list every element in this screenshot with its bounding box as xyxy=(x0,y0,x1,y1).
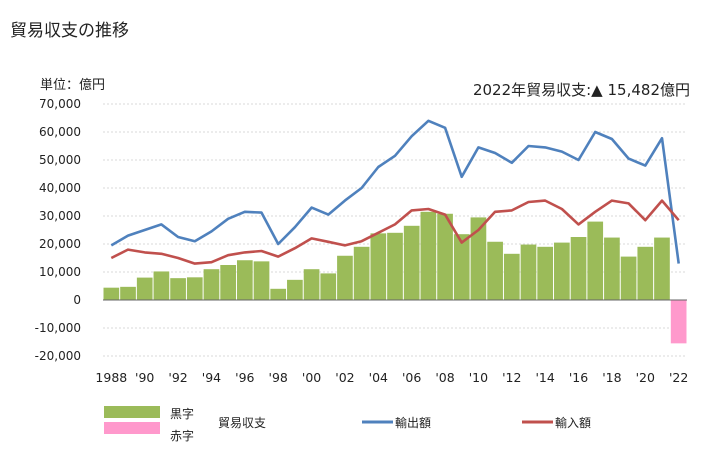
balance-bar xyxy=(670,300,687,344)
y-tick-label: 20,000 xyxy=(39,237,81,251)
y-tick-label: 60,000 xyxy=(39,125,81,139)
legend-deficit-swatch xyxy=(104,422,160,434)
legend-surplus-swatch xyxy=(104,406,160,418)
y-tick-label: 70,000 xyxy=(39,97,81,111)
balance-bar xyxy=(420,211,437,300)
balance-bar xyxy=(337,255,353,300)
balance-bar xyxy=(470,217,487,300)
x-tick-label: '98 xyxy=(269,370,288,385)
balance-bar xyxy=(170,278,186,300)
summary-value: 15,482億円 xyxy=(607,81,691,99)
balance-bar xyxy=(153,271,170,300)
balance-bar xyxy=(287,279,303,300)
balance-bar xyxy=(503,253,520,300)
balance-bar xyxy=(120,286,136,300)
balance-bar xyxy=(604,237,620,300)
x-tick-label: '00 xyxy=(302,370,321,385)
balance-bar xyxy=(487,241,503,300)
balance-bar xyxy=(103,287,120,300)
x-tick-label: '02 xyxy=(335,370,354,385)
y-tick-label: 50,000 xyxy=(39,153,81,167)
x-tick-label: '18 xyxy=(602,370,621,385)
balance-bar xyxy=(587,221,604,300)
balance-bar xyxy=(387,232,403,300)
x-tick-label: '08 xyxy=(435,370,454,385)
balance-bar xyxy=(537,246,554,300)
x-tick-label: '20 xyxy=(636,370,655,385)
balance-bar xyxy=(654,237,670,300)
summary-label: 2022年貿易収支: xyxy=(472,81,592,99)
trade-balance-summary: 2022年貿易収支:▲ 15,482億円 xyxy=(473,79,690,100)
balance-bar xyxy=(253,261,270,300)
balance-bar xyxy=(554,242,570,300)
balance-bar xyxy=(620,256,637,300)
balance-bar xyxy=(186,277,203,300)
balance-bar xyxy=(353,246,370,300)
legend-surplus-label: 黒字 xyxy=(170,407,195,421)
summary-deficit-symbol: ▲ xyxy=(591,81,603,99)
unit-label: 単位：億円 xyxy=(40,78,106,93)
balance-bar xyxy=(303,269,320,300)
y-tick-label: 30,000 xyxy=(39,209,81,223)
balance-bar xyxy=(203,269,220,300)
axis-layer: -20,000 -10,000 0 10,000 20,000 30,000 40,000 5… xyxy=(35,97,689,385)
legend-exports-label: 輸出額 xyxy=(395,416,432,430)
x-tick-label: '12 xyxy=(502,370,521,385)
page-title: 貿易収支の推移 xyxy=(10,21,129,41)
bar-layer xyxy=(103,211,687,344)
x-tick-label: '04 xyxy=(369,370,388,385)
x-tick-label: '22 xyxy=(669,370,688,385)
x-tick-label: '94 xyxy=(202,370,221,385)
balance-bar xyxy=(320,273,337,300)
y-tick-label: 10,000 xyxy=(39,265,81,279)
x-tick-label: '90 xyxy=(135,370,154,385)
y-tick-label: -10,000 xyxy=(35,321,81,335)
balance-bar xyxy=(453,234,470,300)
x-tick-label: '16 xyxy=(569,370,588,385)
balance-bar xyxy=(270,288,287,300)
imports-line xyxy=(110,199,680,265)
legend-deficit-label: 赤字 xyxy=(170,429,195,443)
x-tick-label: '92 xyxy=(168,370,187,385)
x-tick-label: '10 xyxy=(469,370,488,385)
x-tick-label: 1988 xyxy=(95,370,127,385)
balance-bar xyxy=(236,260,253,300)
legend-imports-label: 輸入額 xyxy=(555,416,592,430)
legend-balance-label: 貿易収支 xyxy=(218,416,267,430)
balance-bar xyxy=(403,225,420,300)
x-tick-label: '06 xyxy=(402,370,421,385)
x-tick-label: '96 xyxy=(235,370,254,385)
balance-bar xyxy=(370,233,387,300)
balance-bar xyxy=(637,246,654,300)
y-tick-label: 40,000 xyxy=(39,181,81,195)
balance-bar xyxy=(437,213,453,300)
line-layer xyxy=(110,119,680,265)
exports-line xyxy=(110,119,680,264)
y-tick-label: 0 xyxy=(73,293,81,307)
balance-bar xyxy=(570,237,587,300)
x-tick-label: '14 xyxy=(535,370,554,385)
balance-bar xyxy=(220,265,236,300)
balance-bar xyxy=(136,277,153,300)
balance-bar xyxy=(520,244,537,300)
y-tick-label: -20,000 xyxy=(35,349,81,363)
